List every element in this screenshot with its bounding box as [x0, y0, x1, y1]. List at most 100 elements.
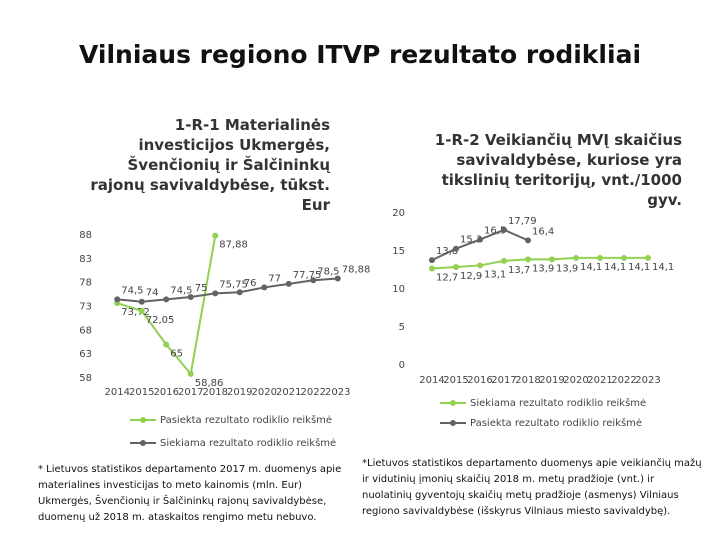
y-tick-label: 68	[79, 325, 92, 336]
y-tick-label: 63	[79, 349, 92, 360]
data-label: 78,88	[342, 264, 371, 275]
data-point	[573, 254, 579, 261]
data-point	[114, 296, 121, 303]
data-label: 78,5	[317, 266, 339, 277]
data-label: 13,1	[484, 269, 506, 280]
x-tick-label: 2014	[419, 375, 444, 386]
data-label: 87,88	[219, 240, 248, 251]
data-point	[212, 232, 219, 239]
data-label: 76	[244, 278, 257, 289]
data-point	[525, 256, 531, 263]
x-tick-label: 2022	[611, 375, 636, 386]
y-tick-label: 10	[392, 284, 405, 295]
data-label: 77	[268, 273, 281, 284]
legend-label: Pasiekta rezultato rodiklio reikšmė	[160, 414, 332, 426]
data-label: 75,75	[219, 279, 248, 290]
data-point	[429, 265, 435, 272]
x-tick-label: 2021	[587, 375, 612, 386]
y-tick-label: 20	[392, 208, 405, 219]
data-point	[453, 263, 459, 270]
data-point	[187, 293, 194, 300]
chart-title: 1-R-2 Veikiančių MVĮ skaičius savivaldyb…	[434, 131, 682, 209]
legend-label: Siekiama rezultato rodiklio reikšmė	[160, 437, 336, 449]
x-tick-label: 2019	[227, 387, 252, 398]
data-point	[285, 280, 292, 287]
x-tick-label: 2021	[276, 387, 301, 398]
data-label: 72,05	[146, 315, 175, 326]
data-point	[187, 370, 194, 377]
data-label: 13,8	[436, 246, 458, 257]
x-tick-label: 2016	[154, 387, 179, 398]
legend-marker	[450, 420, 456, 426]
x-tick-label: 2023	[325, 387, 350, 398]
series-line	[117, 277, 338, 303]
footnote: *Lietuvos statistikos departamento duome…	[362, 458, 702, 517]
x-tick-label: 2015	[129, 387, 154, 398]
data-point	[138, 308, 145, 315]
data-label: 65	[170, 349, 183, 360]
data-point	[429, 257, 435, 264]
data-point	[138, 298, 145, 305]
data-label: 16,4	[532, 226, 554, 237]
data-point	[621, 254, 627, 261]
y-tick-label: 78	[79, 278, 92, 289]
x-tick-label: 2018	[515, 375, 540, 386]
data-point	[334, 275, 341, 282]
series-line	[116, 235, 217, 377]
data-point	[645, 254, 651, 261]
data-label: 75	[195, 283, 208, 294]
data-label: 16,5	[484, 226, 506, 237]
data-point	[477, 236, 483, 243]
chart-title: 1-R-1 Materialinės investicijos Ukmergės…	[90, 116, 330, 214]
x-tick-label: 2018	[203, 387, 228, 398]
data-label: 15,3	[460, 235, 482, 246]
legend-label: Siekiama rezultato rodiklio reikšmė	[470, 397, 646, 409]
y-tick-label: 58	[79, 373, 92, 384]
data-label: 14,1	[628, 262, 650, 273]
legend-marker	[140, 440, 146, 446]
data-label: 73,72	[121, 307, 150, 318]
data-label: 17,79	[508, 216, 537, 227]
data-label: 14,1	[604, 262, 626, 273]
data-point	[549, 256, 555, 263]
slide-title: Vilniaus regiono ITVP rezultato rodiklia…	[78, 40, 642, 69]
data-point	[212, 290, 219, 297]
data-label: 74	[146, 288, 159, 299]
y-tick-label: 15	[392, 246, 405, 257]
x-tick-label: 2016	[467, 375, 492, 386]
data-point	[261, 284, 268, 291]
legend-marker	[450, 400, 456, 406]
y-tick-label: 5	[399, 322, 405, 333]
x-tick-label: 2020	[563, 375, 588, 386]
y-tick-label: 73	[79, 302, 92, 313]
x-tick-label: 2017	[491, 375, 516, 386]
x-tick-label: 2022	[301, 387, 326, 398]
data-label: 12,9	[460, 271, 482, 282]
data-label: 13,7	[508, 265, 530, 276]
footnote: * Lietuvos statistikos departamento 2017…	[38, 464, 342, 523]
y-tick-label: 83	[79, 254, 92, 265]
data-point	[453, 245, 459, 252]
data-point	[310, 277, 317, 284]
data-label: 13,9	[556, 263, 578, 274]
data-point	[477, 262, 483, 269]
x-tick-label: 2017	[178, 387, 203, 398]
data-point	[597, 254, 603, 261]
series-line	[431, 256, 648, 270]
data-point	[163, 296, 170, 303]
data-label: 77,75	[293, 270, 322, 281]
y-tick-label: 88	[79, 230, 92, 241]
data-label: 12,7	[436, 272, 458, 283]
data-point	[501, 257, 507, 264]
data-point	[501, 226, 507, 233]
x-tick-label: 2014	[105, 387, 130, 398]
x-tick-label: 2023	[635, 375, 660, 386]
data-label: 13,9	[532, 263, 554, 274]
x-tick-label: 2019	[539, 375, 564, 386]
legend-marker	[140, 417, 146, 423]
data-label: 14,1	[580, 262, 602, 273]
data-point	[525, 237, 531, 244]
data-label: 14,1	[652, 262, 674, 273]
